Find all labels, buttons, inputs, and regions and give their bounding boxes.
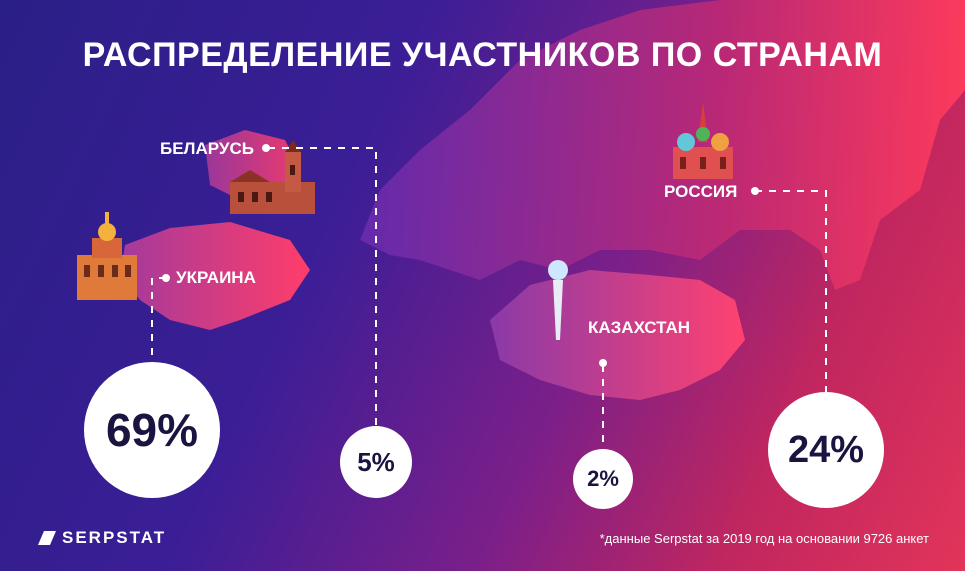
baiterek-tower-icon [548, 260, 568, 340]
value-circle-ukraine: 69% [84, 362, 220, 498]
ukraine-shape [120, 222, 310, 330]
russia-shape [360, 0, 965, 290]
value-circle-kazakhstan: 2% [573, 449, 633, 509]
footnote: *данные Serpstat за 2019 год на основани… [599, 531, 929, 546]
country-label-kazakhstan: КАЗАХСТАН [588, 318, 690, 337]
kremlin-icon [673, 102, 733, 179]
brand-name: SERPSTAT [62, 528, 167, 547]
value-label-ukraine: 69% [105, 404, 199, 456]
castle-icon [230, 140, 315, 214]
value-circle-belarus: 5% [340, 426, 412, 498]
ukraine-leader [151, 277, 166, 360]
country-label-russia: РОССИЯ [664, 182, 738, 201]
value-label-kazakhstan: 2% [587, 466, 619, 491]
kazakhstan-dot [599, 359, 607, 367]
russia-leader [755, 190, 827, 392]
serpstat-logo: SERPSTAT [38, 528, 166, 548]
chart-title: РАСПРЕДЕЛЕНИЕ УЧАСТНИКОВ ПО СТРАНАМ [82, 36, 883, 74]
cathedral-icon [77, 212, 137, 300]
belarus-leader [268, 147, 377, 425]
country-label-belarus: БЕЛАРУСЬ [160, 139, 254, 158]
serpstat-logo-icon [38, 531, 56, 545]
country-label-ukraine: УКРАИНА [176, 268, 256, 287]
value-label-russia: 24% [787, 428, 865, 471]
value-circle-russia: 24% [768, 392, 884, 508]
kazakhstan-shape [490, 270, 745, 400]
russia-dot [751, 187, 759, 195]
ukraine-dot [162, 274, 170, 282]
value-label-belarus: 5% [357, 446, 395, 477]
belarus-dot [262, 144, 270, 152]
